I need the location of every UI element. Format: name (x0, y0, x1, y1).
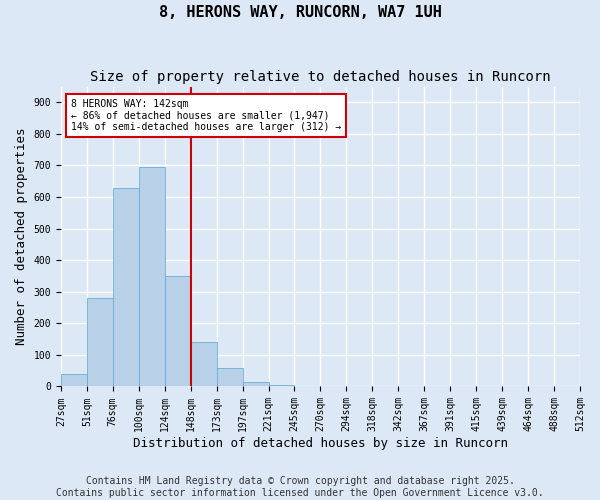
Bar (139, 167, 165, 386)
Y-axis label: Number of detached properties: Number of detached properties (15, 128, 28, 346)
Title: Size of property relative to detached houses in Runcorn: Size of property relative to detached ho… (90, 70, 551, 84)
Bar (61, 374, 87, 386)
Bar (113, 188, 139, 386)
Text: Contains HM Land Registry data © Crown copyright and database right 2025.
Contai: Contains HM Land Registry data © Crown c… (56, 476, 544, 498)
X-axis label: Distribution of detached houses by size in Runcorn: Distribution of detached houses by size … (133, 437, 508, 450)
Bar (217, 368, 242, 386)
Text: 8 HERONS WAY: 142sqm
← 86% of detached houses are smaller (1,947)
14% of semi-de: 8 HERONS WAY: 142sqm ← 86% of detached h… (71, 98, 341, 132)
Bar (269, 385, 295, 386)
Text: 8, HERONS WAY, RUNCORN, WA7 1UH: 8, HERONS WAY, RUNCORN, WA7 1UH (158, 5, 442, 20)
Bar (165, 276, 191, 386)
Bar (191, 342, 217, 386)
Bar (87, 298, 113, 386)
Bar (242, 382, 269, 386)
